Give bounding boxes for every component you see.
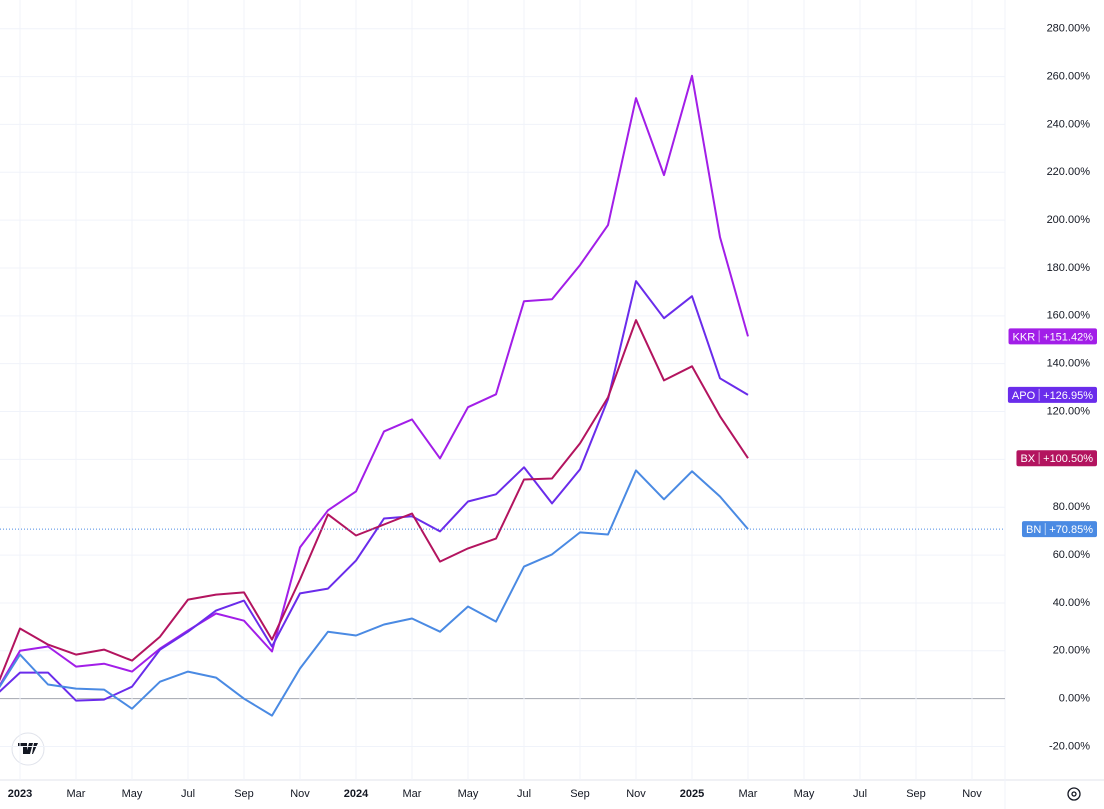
y-tick-label: 60.00% <box>1053 549 1091 561</box>
tag-name: APO <box>1012 390 1036 402</box>
x-tick-label: Mar <box>67 788 86 800</box>
tag-name: BX <box>1020 453 1035 465</box>
y-tick-label: 0.00% <box>1059 693 1090 705</box>
y-tick-label: 20.00% <box>1053 645 1091 657</box>
series-line <box>0 319 749 682</box>
settings-icon[interactable] <box>1067 787 1081 801</box>
y-tick-label: 40.00% <box>1053 597 1091 609</box>
y-tick-label: 120.00% <box>1047 405 1091 417</box>
tag-value: +70.85% <box>1049 524 1093 536</box>
x-tick-label: May <box>458 788 479 800</box>
tag-value: +100.50% <box>1043 453 1093 465</box>
tag-bg <box>1008 328 1097 345</box>
x-tick-label: 2023 <box>8 788 32 800</box>
tag-value: +126.95% <box>1043 390 1093 402</box>
y-tick-label: -20.00% <box>1049 740 1090 752</box>
x-tick-label: Nov <box>962 788 982 800</box>
y-tick-label: 160.00% <box>1047 310 1091 322</box>
tag-value: +151.42% <box>1043 331 1093 343</box>
tag-bg <box>1016 450 1097 467</box>
y-tick-label: 200.00% <box>1047 214 1091 226</box>
x-tick-label: Jul <box>517 788 531 800</box>
x-tick-label: 2025 <box>680 788 704 800</box>
x-tick-label: May <box>794 788 815 800</box>
x-tick-label: Mar <box>739 788 758 800</box>
tag-name: KKR <box>1013 331 1036 343</box>
x-tick-label: Nov <box>626 788 646 800</box>
series-line <box>0 74 749 687</box>
tag-name: BN <box>1026 524 1041 536</box>
last-value-tag: BN +70.85% <box>1021 521 1097 538</box>
y-tick-label: 140.00% <box>1047 358 1091 370</box>
y-tick-label: 220.00% <box>1047 166 1091 178</box>
series-line <box>0 469 749 717</box>
tag-bg <box>1007 386 1097 403</box>
x-tick-label: Jul <box>853 788 867 800</box>
x-tick-label: Sep <box>234 788 254 800</box>
y-tick-label: 80.00% <box>1053 501 1091 513</box>
y-tick-label: 180.00% <box>1047 262 1091 274</box>
grid <box>0 0 1005 780</box>
y-tick-label: 260.00% <box>1047 70 1091 82</box>
x-tick-label: May <box>122 788 143 800</box>
x-tick-label: 2024 <box>344 788 369 800</box>
x-tick-label: Jul <box>181 788 195 800</box>
series-line <box>0 280 749 702</box>
plot <box>0 74 1005 717</box>
x-tick-label: Mar <box>403 788 422 800</box>
tv-logo <box>11 732 45 766</box>
tag-bg <box>1021 521 1097 538</box>
last-value-tag: BX +100.50% <box>1016 450 1097 467</box>
x-tick-label: Nov <box>290 788 310 800</box>
x-tick-label: Sep <box>570 788 590 800</box>
y-tick-label: 240.00% <box>1047 118 1091 130</box>
last-value-tag: KKR +151.42% <box>1008 328 1097 345</box>
x-tick-label: Sep <box>906 788 926 800</box>
last-value-tag: APO +126.95% <box>1007 386 1097 403</box>
y-tick-label: 280.00% <box>1047 23 1091 35</box>
